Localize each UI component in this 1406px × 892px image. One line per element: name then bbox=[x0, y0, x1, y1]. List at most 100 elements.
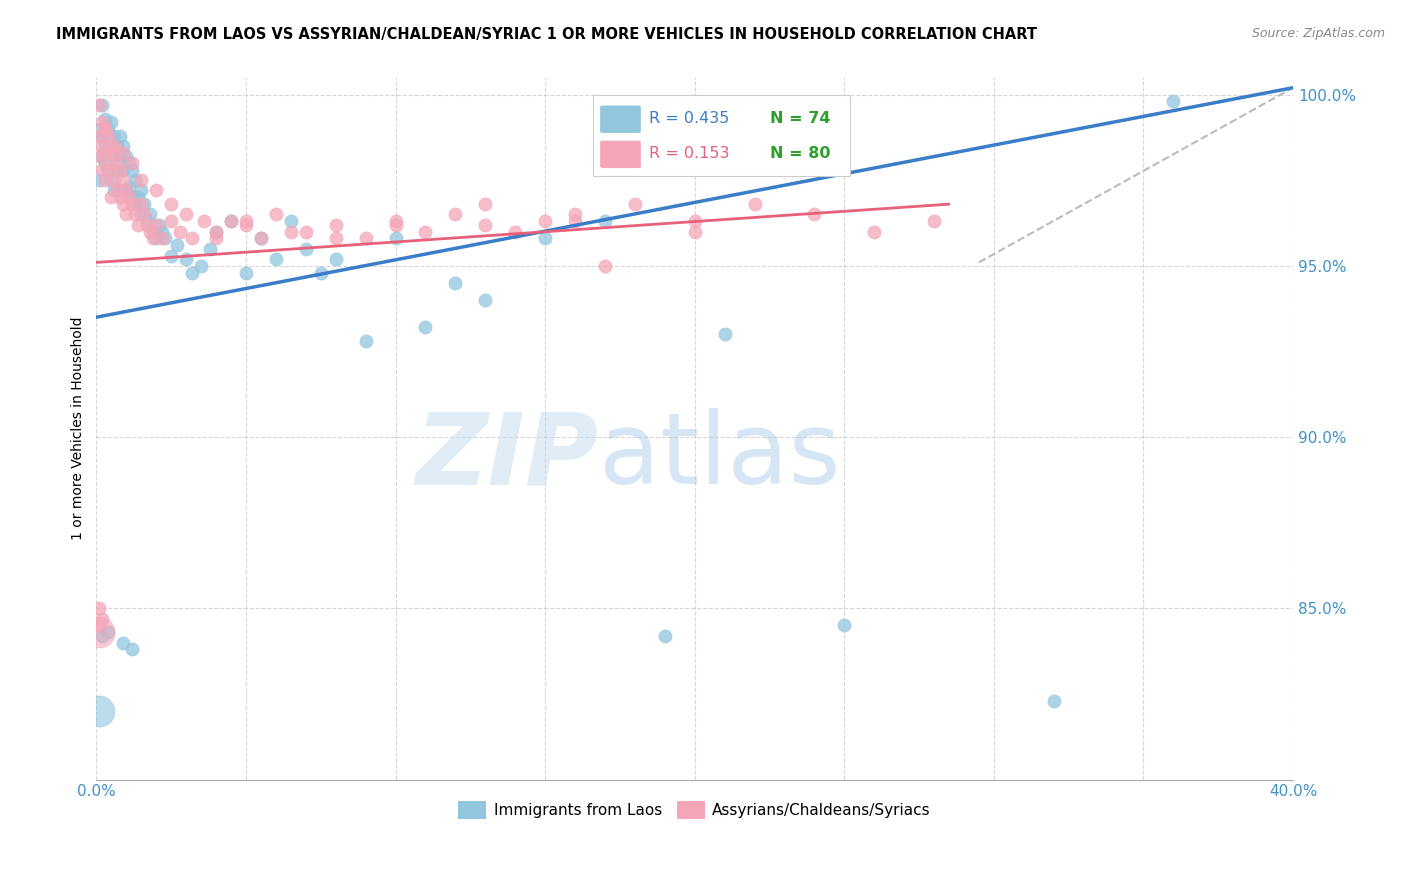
Point bbox=[129, 197, 152, 211]
Point bbox=[160, 197, 183, 211]
Point bbox=[235, 266, 257, 280]
Point bbox=[384, 214, 406, 228]
Point bbox=[112, 162, 135, 177]
Text: ZIP: ZIP bbox=[416, 409, 599, 505]
Text: Source: ZipAtlas.com: Source: ZipAtlas.com bbox=[1251, 27, 1385, 40]
Point bbox=[94, 173, 117, 187]
Point bbox=[97, 156, 120, 170]
Point bbox=[112, 139, 135, 153]
Point bbox=[100, 115, 122, 129]
Point bbox=[166, 238, 188, 252]
Y-axis label: 1 or more Vehicles in Household: 1 or more Vehicles in Household bbox=[72, 317, 86, 541]
Point bbox=[803, 207, 825, 221]
Point bbox=[110, 128, 132, 143]
Point bbox=[110, 190, 132, 204]
Point bbox=[89, 149, 111, 163]
Point bbox=[89, 173, 111, 187]
Point bbox=[264, 207, 287, 221]
Point bbox=[127, 190, 149, 204]
Point bbox=[1163, 95, 1185, 109]
Point bbox=[205, 231, 228, 245]
Point bbox=[354, 231, 377, 245]
Point bbox=[91, 629, 114, 643]
Point bbox=[91, 162, 114, 177]
Point bbox=[264, 252, 287, 266]
Point bbox=[103, 184, 125, 198]
Point bbox=[181, 266, 204, 280]
Point bbox=[94, 139, 117, 153]
Point bbox=[250, 231, 273, 245]
Point bbox=[112, 145, 135, 160]
Point bbox=[564, 214, 586, 228]
Point bbox=[444, 207, 467, 221]
Point bbox=[294, 242, 316, 256]
Point bbox=[115, 184, 138, 198]
Point bbox=[118, 180, 141, 194]
Point bbox=[474, 218, 496, 232]
Point bbox=[110, 184, 132, 198]
Point bbox=[115, 207, 138, 221]
Point bbox=[148, 218, 170, 232]
Point bbox=[91, 128, 114, 143]
Point bbox=[250, 231, 273, 245]
Point bbox=[134, 207, 156, 221]
Point bbox=[294, 225, 316, 239]
Point bbox=[89, 704, 111, 718]
Point bbox=[100, 190, 122, 204]
Point bbox=[105, 139, 128, 153]
Point bbox=[922, 214, 945, 228]
Point bbox=[127, 218, 149, 232]
Point bbox=[160, 214, 183, 228]
Point bbox=[115, 149, 138, 163]
Point bbox=[105, 184, 128, 198]
Text: IMMIGRANTS FROM LAOS VS ASSYRIAN/CHALDEAN/SYRIAC 1 OR MORE VEHICLES IN HOUSEHOLD: IMMIGRANTS FROM LAOS VS ASSYRIAN/CHALDEA… bbox=[56, 27, 1038, 42]
Point bbox=[118, 156, 141, 170]
Point bbox=[181, 231, 204, 245]
Point bbox=[121, 156, 143, 170]
Point bbox=[94, 156, 117, 170]
Point bbox=[205, 225, 228, 239]
Point bbox=[110, 149, 132, 163]
Point bbox=[91, 98, 114, 112]
FancyBboxPatch shape bbox=[593, 95, 851, 176]
Point bbox=[121, 162, 143, 177]
Point bbox=[89, 618, 111, 632]
Text: N = 74: N = 74 bbox=[770, 112, 831, 127]
Point bbox=[103, 149, 125, 163]
Point bbox=[124, 207, 146, 221]
Point bbox=[145, 231, 167, 245]
Point bbox=[97, 625, 120, 640]
Point bbox=[150, 225, 173, 239]
Point bbox=[503, 225, 526, 239]
Point bbox=[139, 207, 162, 221]
Point bbox=[103, 173, 125, 187]
Point bbox=[219, 214, 242, 228]
Point bbox=[94, 112, 117, 126]
Point bbox=[1042, 694, 1064, 708]
Point bbox=[174, 252, 197, 266]
Point bbox=[145, 184, 167, 198]
Point bbox=[91, 612, 114, 626]
Point bbox=[474, 293, 496, 307]
Point bbox=[121, 642, 143, 657]
Point bbox=[415, 225, 437, 239]
Point bbox=[534, 214, 557, 228]
Point bbox=[112, 635, 135, 649]
Point bbox=[863, 225, 886, 239]
Point bbox=[235, 218, 257, 232]
Point bbox=[713, 327, 735, 342]
Point bbox=[235, 214, 257, 228]
Point bbox=[142, 225, 165, 239]
Point bbox=[654, 629, 676, 643]
Point bbox=[121, 197, 143, 211]
Point bbox=[309, 266, 332, 280]
Point bbox=[683, 214, 706, 228]
Point bbox=[97, 121, 120, 136]
Point bbox=[136, 218, 159, 232]
Point bbox=[103, 139, 125, 153]
Point bbox=[100, 162, 122, 177]
Point bbox=[190, 259, 212, 273]
Point bbox=[115, 184, 138, 198]
Point bbox=[94, 145, 117, 160]
Point bbox=[124, 197, 146, 211]
